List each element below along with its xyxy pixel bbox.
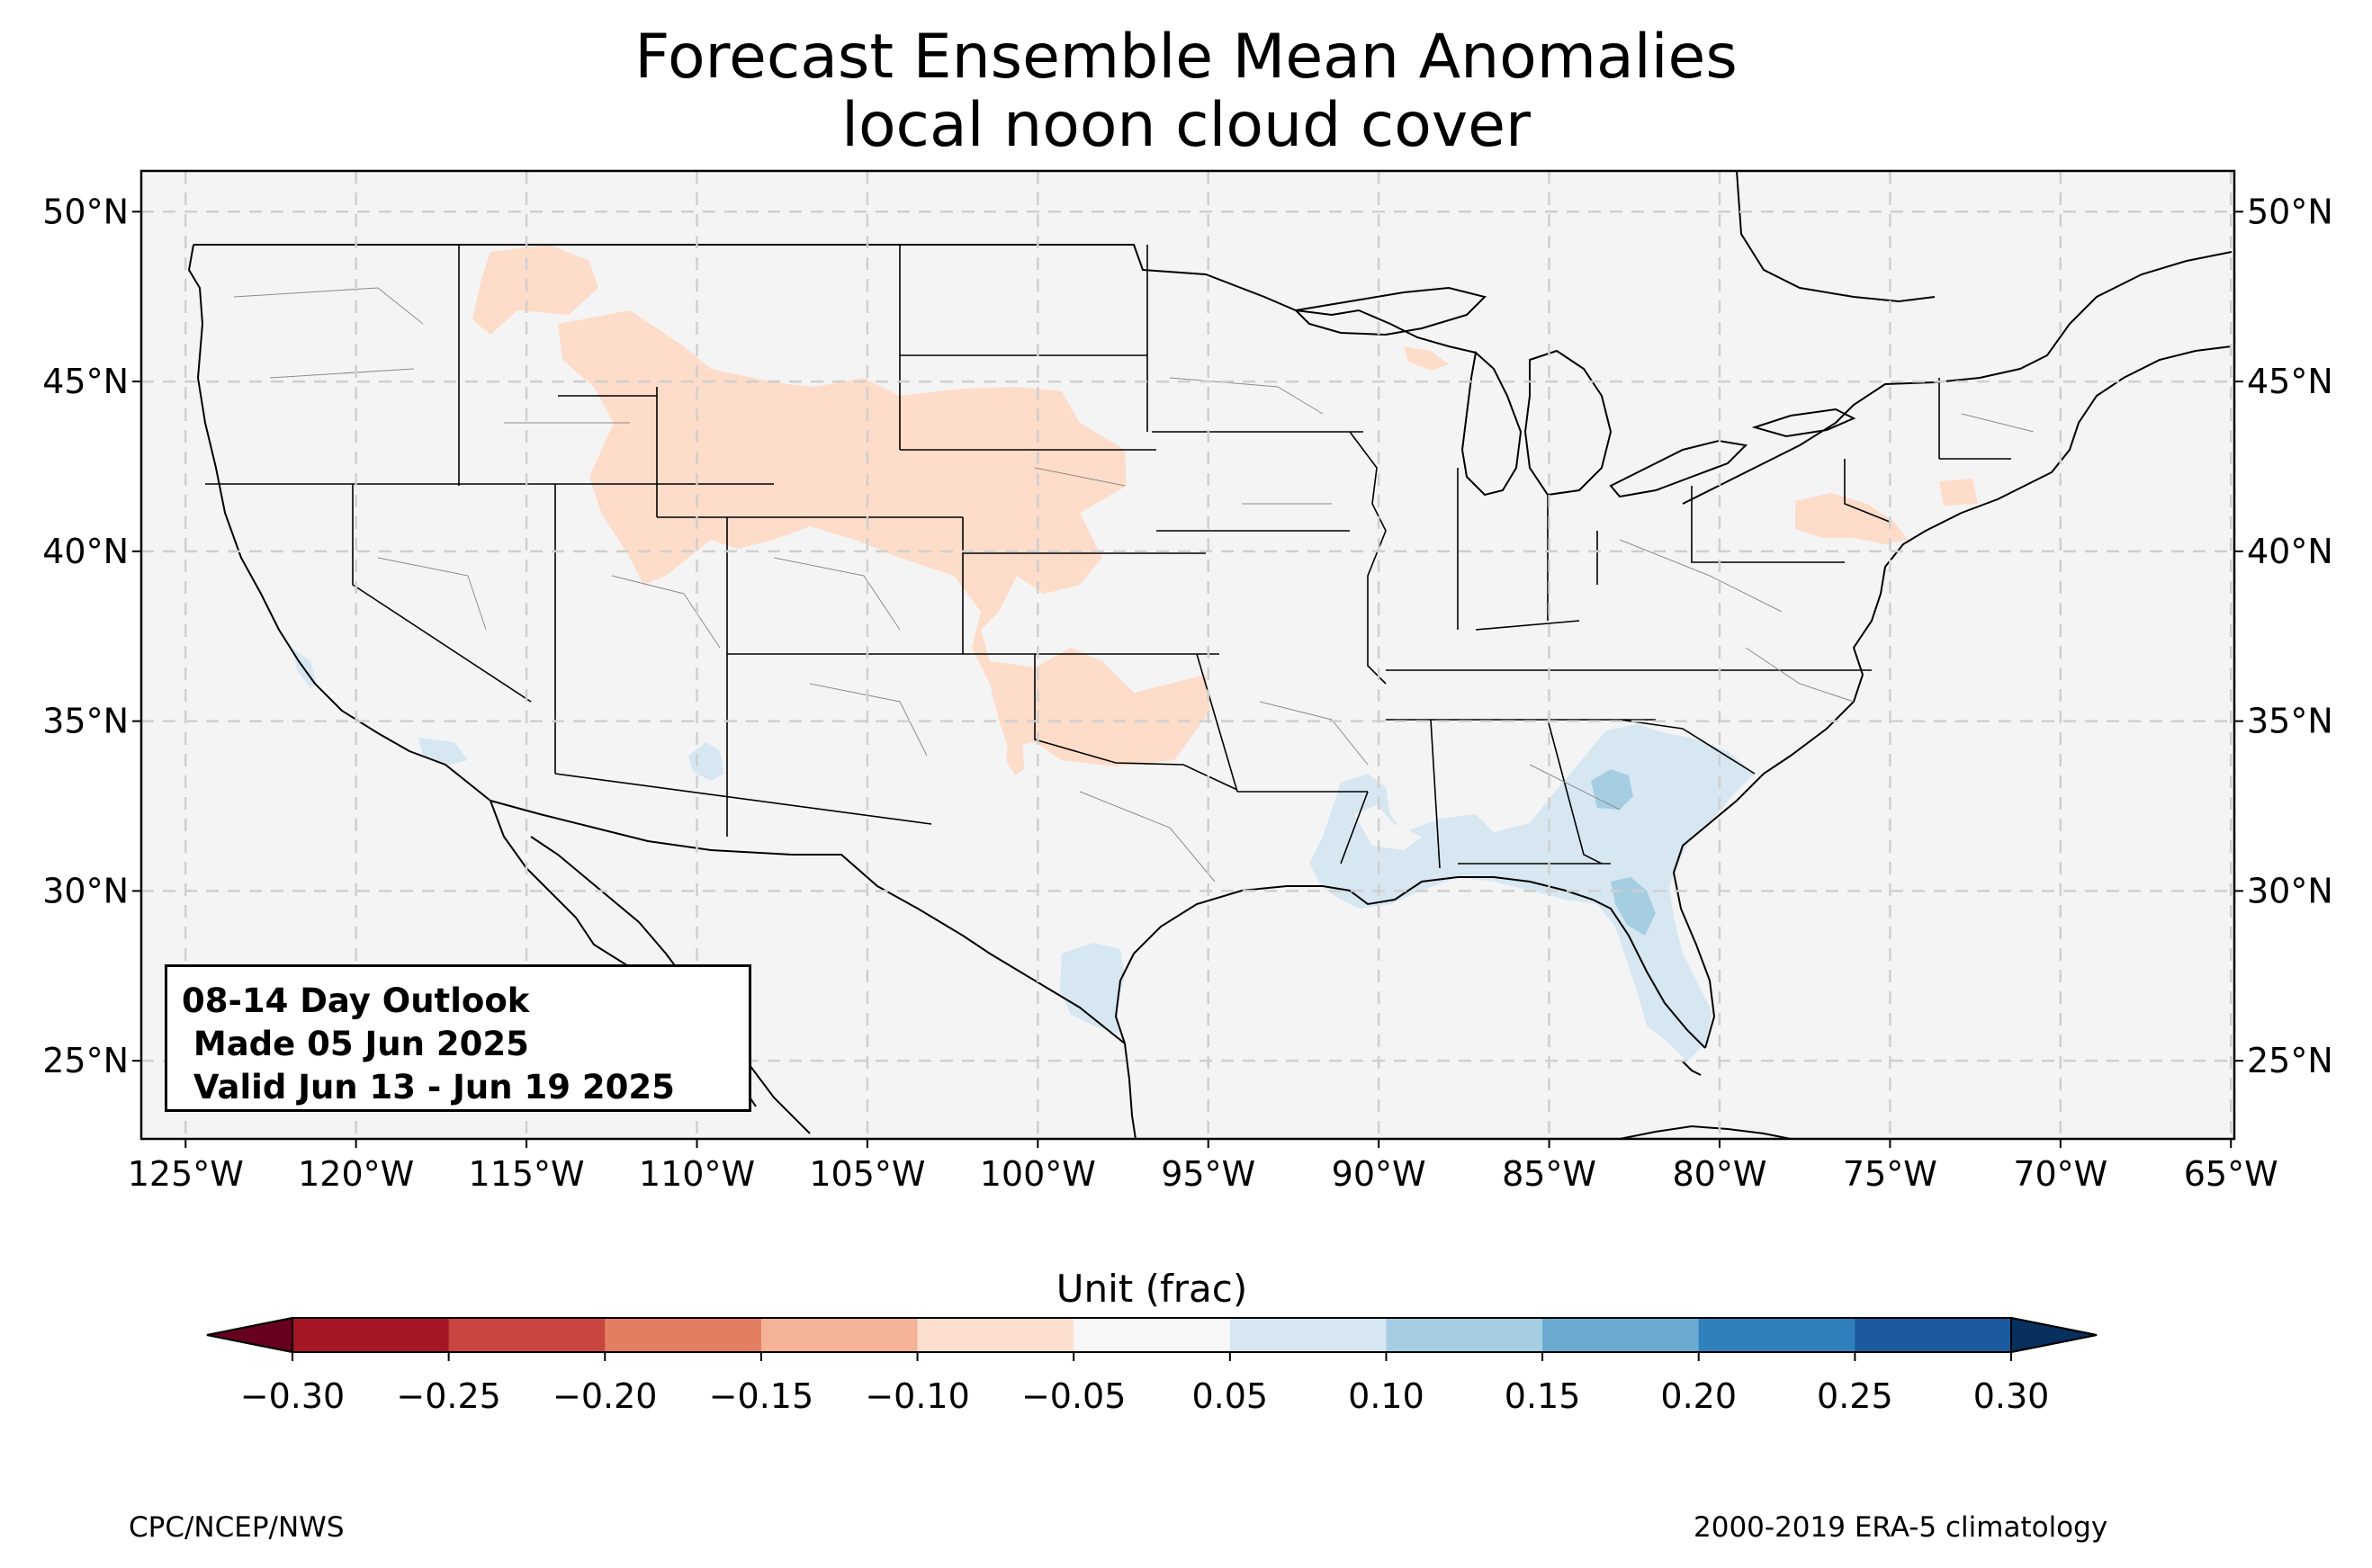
lon-tick-label: 105°W xyxy=(809,1154,925,1194)
lon-tick-label: 90°W xyxy=(1332,1154,1426,1194)
mexico-border xyxy=(490,800,1126,1044)
colorbar-tick-label: 0.25 xyxy=(1817,1376,1893,1416)
gridlines xyxy=(141,171,2234,1139)
mexico-mainland-coast xyxy=(530,836,811,1134)
lat-tick-label-left: 50°N xyxy=(42,192,129,231)
colorbar-swatch xyxy=(1074,1318,1231,1352)
lon-tick-label: 75°W xyxy=(1843,1154,1937,1194)
colorbar-tick-label: 0.10 xyxy=(1348,1376,1424,1416)
lon-tick-label: 85°W xyxy=(1502,1154,1596,1194)
map-panel: 125°W 120°W 115°W 110°W 105°W 100°W 95°W 90°W 85… xyxy=(42,169,2333,1194)
anomaly-northern-rockies-plains xyxy=(472,245,598,335)
anomaly-south-texas-coast xyxy=(1060,943,1125,1035)
lake-erie xyxy=(1609,439,1748,498)
lower-michigan xyxy=(1523,349,1613,497)
colorbar-tick-label: −0.20 xyxy=(553,1376,657,1416)
anomaly-arizona xyxy=(688,742,724,781)
east-coast xyxy=(1672,345,2233,1049)
anomaly-pennsylvania-newjersey xyxy=(1795,493,1908,544)
anomaly-fields xyxy=(292,245,1978,1062)
colorbar-swatch xyxy=(1698,1318,1855,1352)
lat-tick-label-right: 50°N xyxy=(2247,192,2333,231)
colorbar-swatch xyxy=(1386,1318,1543,1352)
colorbar-over-arrow xyxy=(2010,1316,2098,1354)
lat-tick-label-right: 30°N xyxy=(2247,871,2333,910)
colorbar-swatch xyxy=(292,1318,450,1352)
outlook-made-date: Made 05 Jun 2025 xyxy=(182,1025,529,1063)
anomaly-northern-michigan xyxy=(1404,346,1449,371)
lake-ontario xyxy=(1751,408,1856,438)
footer-climatology: 2000-2019 ERA-5 climatology xyxy=(1694,1511,2108,1544)
colorbar-tick-label: 0.20 xyxy=(1660,1376,1737,1416)
colorbar-swatch xyxy=(605,1318,762,1352)
colorbar: Unit (frac) −0.30 −0.25 −0.20 −0.15 −0.10 −0.… xyxy=(206,1267,2098,1416)
coastlines-and-borders xyxy=(187,171,2233,1139)
colorbar-tick-label: −0.10 xyxy=(865,1376,969,1416)
outlook-info-box: 08-14 Day Outlook Made 05 Jun 2025 Valid… xyxy=(165,964,751,1112)
florida-keys xyxy=(1682,1061,1702,1076)
colorbar-tick-label: −0.15 xyxy=(709,1376,813,1416)
lake-michigan xyxy=(1460,351,1523,497)
colorbar-swatch xyxy=(760,1318,919,1352)
anomaly-socal-coast xyxy=(418,738,468,765)
lon-tick-label: 65°W xyxy=(2184,1154,2278,1194)
lat-tick-label-left: 40°N xyxy=(42,532,129,571)
minor-borders xyxy=(233,287,2035,883)
colorbar-tick-label: 0.15 xyxy=(1505,1376,1581,1416)
lon-tick-label: 115°W xyxy=(469,1154,585,1194)
anomaly-new-england xyxy=(1939,479,1978,506)
outlook-title: 08-14 Day Outlook xyxy=(182,981,530,1020)
lat-tick-label-left: 45°N xyxy=(42,362,129,401)
colorbar-swatch xyxy=(1855,1318,2012,1352)
colorbar-tick-label: 0.05 xyxy=(1192,1376,1269,1416)
colorbar-swatch xyxy=(1229,1318,1387,1352)
anomaly-southeast xyxy=(1309,724,1755,1062)
lon-tick-label: 125°W xyxy=(128,1154,244,1194)
colorbar-label: Unit (frac) xyxy=(1056,1267,1248,1311)
anomaly-montana-wyoming-plains xyxy=(558,310,1210,766)
lat-tick-label-right: 45°N xyxy=(2247,362,2333,401)
colorbar-under-arrow xyxy=(206,1316,293,1354)
colorbar-swatches xyxy=(206,1316,2098,1354)
gulf-coast xyxy=(1114,876,1706,1049)
state-borders xyxy=(205,245,2011,869)
footer-source: CPC/NCEP/NWS xyxy=(129,1511,345,1544)
colorbar-swatch xyxy=(448,1318,606,1352)
colorbar-tick-label: −0.05 xyxy=(1021,1376,1126,1416)
colorbar-tick-label: 0.30 xyxy=(1973,1376,2050,1416)
us-canada-border xyxy=(193,244,1477,354)
lat-tick-label-left: 30°N xyxy=(42,871,129,910)
lon-tick-label: 100°W xyxy=(980,1154,1096,1194)
lon-tick-label: 120°W xyxy=(298,1154,414,1194)
hudson-bay-edge xyxy=(1736,171,1936,303)
title-line-1: Forecast Ensemble Mean Anomalies xyxy=(634,22,1738,93)
cuba xyxy=(1619,1124,1792,1139)
lon-tick-label: 70°W xyxy=(2013,1154,2107,1194)
colorbar-ticks: −0.30 −0.25 −0.20 −0.15 −0.10 −0.05 0.05 0.10 0.… xyxy=(240,1352,2050,1416)
colorbar-swatch xyxy=(1542,1318,1700,1352)
lon-tick-label: 110°W xyxy=(639,1154,755,1194)
lon-tick-label: 80°W xyxy=(1673,1154,1767,1194)
anomaly-mississippi-clear-hole xyxy=(1354,805,1422,850)
axis-ticks: 125°W 120°W 115°W 110°W 105°W 100°W 95°W 90°W 85… xyxy=(42,192,2333,1194)
mexico-gulf-coast xyxy=(1124,1043,1137,1139)
lat-tick-label-left: 25°N xyxy=(42,1041,129,1080)
colorbar-tick-label: −0.25 xyxy=(396,1376,500,1416)
outlook-valid-range: Valid Jun 13 - Jun 19 2025 xyxy=(182,1068,675,1107)
us-canada-border-east xyxy=(1682,251,2233,505)
lon-tick-label: 95°W xyxy=(1161,1154,1255,1194)
lat-tick-label-right: 35°N xyxy=(2247,702,2333,741)
lake-superior xyxy=(1293,286,1487,336)
lat-tick-label-left: 35°N xyxy=(42,702,129,741)
title-line-2: local noon cloud cover xyxy=(841,90,1531,161)
anomaly-texas-panhandle-strip xyxy=(1006,729,1024,775)
anomaly-georgia-core xyxy=(1591,769,1633,810)
lat-tick-label-right: 40°N xyxy=(2247,532,2333,571)
colorbar-swatch xyxy=(917,1318,1074,1352)
west-coast xyxy=(187,244,491,802)
colorbar-tick-label: −0.30 xyxy=(240,1376,345,1416)
lat-tick-label-right: 25°N xyxy=(2247,1041,2333,1080)
map-frame xyxy=(139,169,2236,1141)
